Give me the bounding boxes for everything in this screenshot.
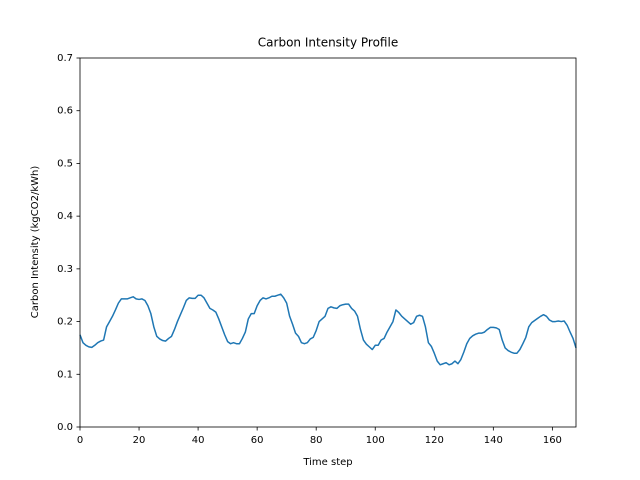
- plot-frame: [79, 57, 577, 428]
- x-tick-label: 120: [425, 435, 444, 446]
- x-axis-label: Time step: [302, 457, 352, 468]
- x-tick-label: 0: [77, 435, 83, 446]
- x-tick-label: 160: [543, 435, 562, 446]
- chart-title: Carbon Intensity Profile: [258, 36, 398, 50]
- y-tick-label: 0.4: [57, 211, 73, 222]
- x-tick-label: 140: [484, 435, 503, 446]
- y-tick-label: 0.7: [57, 53, 73, 64]
- y-tick-label: 0.2: [57, 317, 73, 328]
- x-tick-label: 40: [192, 435, 205, 446]
- y-tick-label: 0.5: [57, 158, 73, 169]
- x-tick-label: 60: [251, 435, 264, 446]
- y-tick-label: 0.6: [57, 106, 73, 117]
- y-tick-label: 0.1: [57, 369, 73, 380]
- y-axis-label: Carbon Intensity (kgCO2/kWh): [30, 166, 41, 319]
- y-tick-label: 0.0: [57, 422, 73, 433]
- x-tick-label: 100: [366, 435, 385, 446]
- y-tick-label: 0.3: [57, 264, 73, 275]
- line: [79, 293, 577, 366]
- x-tick-label: 80: [310, 435, 323, 446]
- x-tick-label: 20: [133, 435, 146, 446]
